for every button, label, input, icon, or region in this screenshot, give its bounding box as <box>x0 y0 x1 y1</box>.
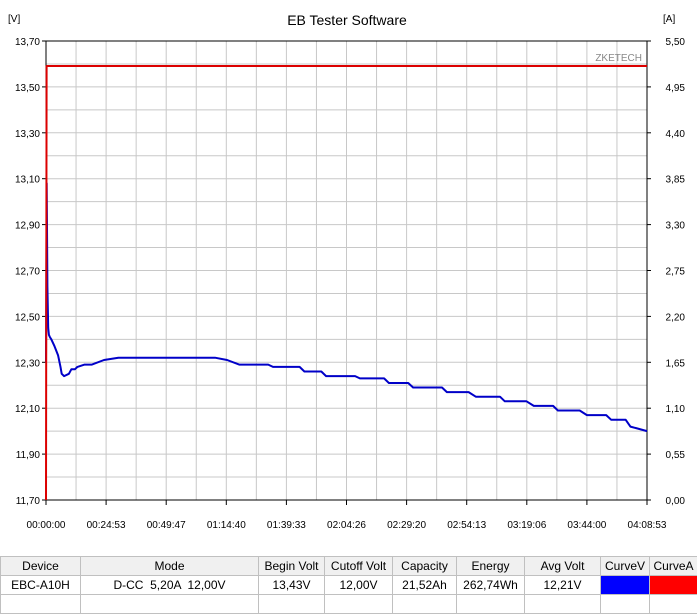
results-table: Device Mode Begin Volt Cutoff Volt Capac… <box>0 556 697 614</box>
table-row-empty <box>0 594 697 614</box>
right-axis: 5,50 4,95 4,40 3,85 3,30 2,75 2,20 1,65 1,10 0,55… <box>647 37 685 507</box>
x-tick-label: 02:29:20 <box>387 520 426 531</box>
cell-energy: 262,74Wh <box>456 575 525 595</box>
cell-cutoff-volt: 12,00V <box>324 575 393 595</box>
left-tick-label: 13,70 <box>15 37 40 48</box>
right-tick-label: 2,20 <box>666 312 686 323</box>
right-tick-label: 3,30 <box>666 221 686 232</box>
left-axis: 13,70 13,50 13,30 13,10 12,90 12,70 12,50 12,30… <box>15 37 46 507</box>
cell-begin-volt: 13,43V <box>258 575 325 595</box>
header-begin-volt[interactable]: Begin Volt <box>258 556 325 576</box>
cell-curve-v-color[interactable] <box>600 575 650 595</box>
right-tick-label: 3,85 <box>666 175 686 186</box>
left-tick-label: 11,90 <box>16 450 41 461</box>
series-line-curvev <box>45 182 648 433</box>
right-tick-label: 1,10 <box>666 404 686 415</box>
cell-capacity: 21,52Ah <box>392 575 457 595</box>
header-mode[interactable]: Mode <box>80 556 259 576</box>
series-line-curvea <box>45 65 647 501</box>
x-tick-label: 02:04:26 <box>327 520 366 531</box>
x-tick-label: 00:24:53 <box>87 520 126 531</box>
right-tick-label: 0,55 <box>666 450 686 461</box>
right-tick-label: 4,95 <box>666 83 686 94</box>
results-header-row: Device Mode Begin Volt Cutoff Volt Capac… <box>0 556 697 576</box>
x-tick-label: 00:49:47 <box>147 520 186 531</box>
x-tick-label: 03:44:00 <box>567 520 606 531</box>
cell-curve-a-color[interactable] <box>649 575 697 595</box>
left-tick-label: 11,70 <box>16 496 41 507</box>
x-axis: 00:00:00 00:24:53 00:49:47 01:14:40 01:39:33… <box>27 500 667 531</box>
cell-avg-volt: 12,21V <box>524 575 601 595</box>
header-capacity[interactable]: Capacity <box>392 556 457 576</box>
series-group <box>45 65 648 501</box>
x-tick-label: 02:54:13 <box>447 520 486 531</box>
left-tick-label: 12,10 <box>15 404 40 415</box>
left-tick-label: 13,50 <box>15 83 40 94</box>
left-tick-label: 12,70 <box>15 267 40 278</box>
chart-area: EB Tester Software [V] [A] ZKETECH 13,70… <box>8 12 685 531</box>
x-tick-label: 01:14:40 <box>207 520 246 531</box>
header-curve-a[interactable]: CurveA <box>649 556 697 576</box>
header-energy[interactable]: Energy <box>456 556 525 576</box>
x-tick-label: 04:08:53 <box>628 520 667 531</box>
watermark-label: ZKETECH <box>595 53 642 64</box>
left-tick-label: 12,50 <box>15 312 40 323</box>
right-tick-label: 0,00 <box>666 496 686 507</box>
left-tick-label: 13,30 <box>15 129 40 140</box>
x-tick-label: 01:39:33 <box>267 520 306 531</box>
header-curve-v[interactable]: CurveV <box>600 556 650 576</box>
x-tick-label: 03:19:06 <box>507 520 546 531</box>
cell-mode: D-CC 5,20A 12,00V <box>80 575 259 595</box>
right-tick-label: 4,40 <box>666 129 686 140</box>
right-tick-label: 2,75 <box>666 267 686 278</box>
right-tick-label: 5,50 <box>666 37 686 48</box>
left-tick-label: 12,30 <box>15 358 40 369</box>
cell-device: EBC-A10H <box>0 575 81 595</box>
right-axis-unit: [A] <box>663 14 675 25</box>
header-avg-volt[interactable]: Avg Volt <box>524 556 601 576</box>
table-row[interactable]: EBC-A10H D-CC 5,20A 12,00V 13,43V 12,00V… <box>0 575 697 595</box>
left-axis-unit: [V] <box>8 14 20 25</box>
grid-lines <box>46 41 647 500</box>
header-device[interactable]: Device <box>0 556 81 576</box>
right-tick-label: 1,65 <box>666 358 686 369</box>
left-tick-label: 13,10 <box>15 175 40 186</box>
x-tick-label: 00:00:00 <box>27 520 66 531</box>
left-tick-label: 12,90 <box>15 221 40 232</box>
chart-title: EB Tester Software <box>287 12 407 28</box>
header-cutoff-volt[interactable]: Cutoff Volt <box>324 556 393 576</box>
